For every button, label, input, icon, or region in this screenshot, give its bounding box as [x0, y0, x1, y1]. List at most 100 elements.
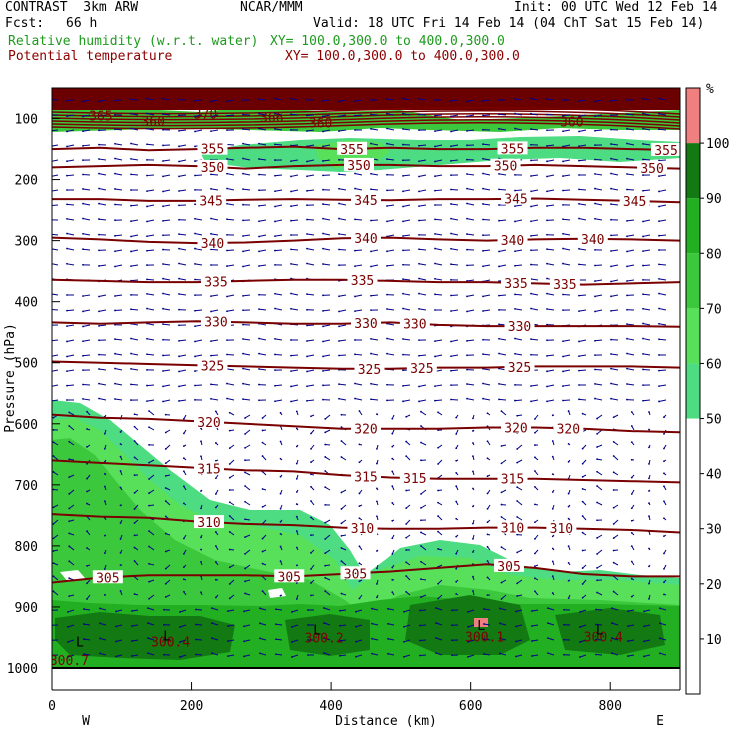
wind-vector: [162, 219, 171, 222]
wind-vector-head: [391, 485, 394, 488]
theta-label: 320: [504, 421, 527, 436]
wind-vector-head: [275, 608, 277, 611]
wind-vector-head: [581, 567, 584, 569]
wind-vector: [242, 398, 251, 401]
wind-vector-head: [279, 507, 282, 510]
theta-label-bg: [501, 191, 532, 205]
wind-vector-head: [387, 652, 389, 655]
wind-vector-head: [500, 546, 503, 549]
wind-vector-head: [340, 456, 343, 458]
wind-vector-head: [386, 352, 388, 355]
wind-vector-head: [261, 550, 264, 553]
wind-vector: [594, 368, 603, 371]
theta-label-bg: [200, 274, 231, 288]
wind-vector-head: [562, 99, 564, 102]
wind-vector-head: [405, 561, 408, 564]
wind-vector: [467, 624, 475, 628]
wind-vector-head: [546, 175, 548, 178]
wind-vector-head: [370, 398, 372, 401]
wind-vector: [274, 204, 283, 207]
wind-vector-head: [370, 382, 372, 385]
theta-label: 315: [501, 473, 524, 488]
wind-vector-head: [663, 416, 665, 419]
wind-vector: [530, 128, 539, 131]
wind-vector-head: [467, 656, 469, 658]
wind-vector-head: [386, 158, 388, 161]
wind-vector: [114, 383, 123, 386]
wind-vector-head: [214, 561, 217, 563]
wind-vector: [435, 637, 443, 641]
wind-vector-head: [306, 308, 308, 311]
wind-vector: [162, 323, 171, 326]
wind-vector-head: [418, 160, 420, 163]
rh90-fill-2: [285, 614, 370, 656]
wind-vector-head: [626, 352, 628, 355]
wind-vector: [530, 219, 539, 222]
wind-vector-head: [472, 487, 474, 490]
wind-vector-head: [340, 522, 343, 525]
wind-vector-head: [596, 537, 598, 539]
wind-vector-head: [67, 641, 69, 643]
wind-vector: [418, 248, 427, 251]
wind-vector-head: [386, 173, 388, 176]
wind-vector-head: [52, 441, 55, 444]
wind-vector-head: [387, 637, 389, 640]
wind-vector-head: [322, 263, 324, 265]
wind-vector: [290, 308, 299, 311]
wind-vector: [498, 353, 507, 356]
wind-vector-head: [324, 443, 327, 446]
wind-vector: [147, 637, 155, 641]
wind-vector: [658, 308, 667, 311]
wind-vector-head: [567, 492, 570, 495]
wind-vector: [501, 459, 507, 464]
wind-vector: [210, 294, 219, 297]
wind-vector-head: [68, 560, 71, 563]
wind-vector-head: [68, 595, 71, 598]
wind-vector: [370, 383, 379, 386]
wind-vector: [194, 384, 203, 387]
wind-vector-head: [567, 579, 570, 582]
wind-vector-head: [130, 337, 132, 340]
low-marker: L: [76, 636, 84, 651]
wind-vector-head: [226, 233, 228, 236]
wind-vector: [642, 158, 651, 161]
wind-vector: [194, 99, 203, 102]
wind-vector-head: [434, 277, 436, 280]
wind-vector-head: [98, 187, 100, 190]
wind-vector-head: [322, 310, 324, 312]
wind-vector: [626, 128, 635, 131]
theta-label-bg: [200, 314, 231, 328]
wind-vector-head: [530, 385, 532, 387]
wind-vector: [546, 174, 555, 177]
wind-vector-head: [530, 128, 532, 131]
wind-vector: [290, 219, 299, 222]
wind-vector: [355, 624, 363, 628]
wind-vector-head: [610, 172, 612, 175]
wind-vector-head: [402, 400, 404, 403]
wind-vector: [627, 654, 635, 657]
wind-vector-head: [358, 517, 361, 520]
wind-vector-head: [164, 462, 167, 465]
wind-vector-head: [210, 115, 212, 118]
wind-vector-head: [596, 579, 598, 582]
wind-vector: [178, 248, 187, 251]
wind-vector-head: [581, 462, 584, 465]
wind-vector: [290, 369, 299, 372]
wind-vector-head: [200, 507, 202, 510]
wind-vector-head: [148, 478, 150, 480]
wind-vector-head: [402, 384, 404, 387]
model-title: CONTRAST 3km ARW: [5, 0, 139, 15]
wind-vector: [146, 249, 155, 252]
wind-vector: [226, 249, 235, 252]
wind-vector-head: [66, 145, 68, 148]
wind-vector-head: [391, 445, 394, 448]
wind-vector-head: [642, 112, 644, 115]
wind-vector-head: [658, 220, 660, 223]
wind-vector: [229, 515, 235, 521]
wind-vector-head: [578, 340, 580, 343]
wind-vector: [530, 293, 539, 296]
wind-vector: [642, 353, 651, 356]
wind-vector: [162, 399, 171, 402]
wind-vector-head: [551, 414, 554, 417]
